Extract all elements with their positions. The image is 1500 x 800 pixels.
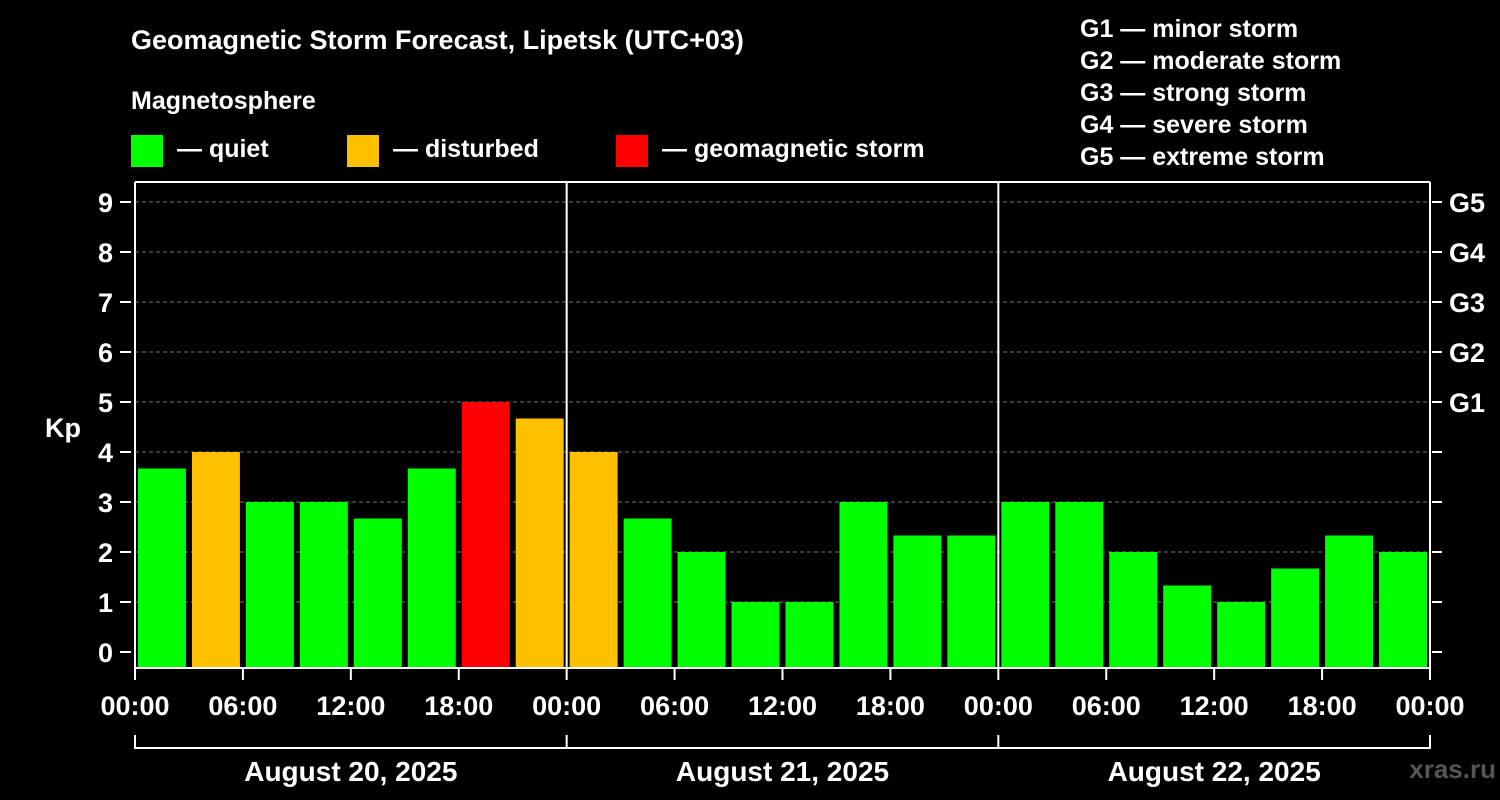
y-tick-label-1: 1 (98, 588, 113, 618)
day-label-1: August 21, 2025 (676, 756, 889, 787)
bar-8 (569, 452, 618, 668)
g-level-label-1: G2 (1449, 338, 1485, 368)
bar-10 (677, 552, 726, 668)
x-tick-label-6: 12:00 (748, 691, 817, 721)
day-label-0: August 20, 2025 (244, 756, 457, 787)
bar-13 (839, 502, 888, 668)
g-level-label-4: G5 (1449, 188, 1485, 218)
x-tick-label-12: 00:00 (1395, 691, 1464, 721)
legend-swatch-disturbed (347, 135, 379, 167)
legend-label-storm: — geomagnetic storm (662, 135, 925, 163)
legend-label-disturbed: — disturbed (393, 135, 539, 163)
y-tick-label-3: 3 (98, 488, 113, 518)
bar-23 (1379, 552, 1427, 668)
bar-22 (1325, 535, 1374, 668)
x-tick-label-0: 00:00 (100, 691, 169, 721)
watermark: xras.ru (1409, 754, 1496, 784)
y-tick-label-7: 7 (98, 288, 113, 318)
x-tick-label-2: 12:00 (316, 691, 385, 721)
x-tick-label-10: 12:00 (1180, 691, 1249, 721)
bar-5 (407, 468, 456, 668)
day-label-2: August 22, 2025 (1108, 756, 1321, 787)
g-scale-axis: G1 G2 G3 G4 G5 (1432, 188, 1485, 653)
x-tick-label-7: 18:00 (856, 691, 925, 721)
scale-g2: G2 — moderate storm (1080, 47, 1341, 75)
grid-lines (135, 201, 1430, 603)
x-tick-label-9: 06:00 (1072, 691, 1141, 721)
x-tick-label-5: 06:00 (640, 691, 709, 721)
legend-label-quiet: — quiet (177, 135, 269, 163)
bar-12 (785, 602, 834, 668)
bar-20 (1217, 602, 1266, 668)
x-tick-label-3: 18:00 (424, 691, 493, 721)
y-tick-label-0: 0 (98, 638, 113, 668)
x-tick-label-11: 18:00 (1288, 691, 1357, 721)
bar-9 (623, 518, 672, 668)
g-level-label-0: G1 (1449, 388, 1485, 418)
bar-17 (1055, 502, 1104, 668)
bar-16 (1001, 502, 1050, 668)
bar-2 (245, 502, 294, 668)
bar-0 (138, 468, 186, 668)
scale-g3: G3 — strong storm (1080, 79, 1306, 107)
y-axis: 0 1 2 3 4 5 6 7 8 9 (98, 188, 131, 668)
scale-g4: G4 — severe storm (1080, 111, 1308, 139)
x-tick-label-8: 00:00 (964, 691, 1033, 721)
storm-scale-legend: G1 — minor storm G2 — moderate storm G3 … (1080, 15, 1341, 171)
bar-1 (191, 452, 240, 668)
legend-title: Magnetosphere (131, 87, 316, 115)
y-tick-label-2: 2 (98, 538, 113, 568)
scale-g1: G1 — minor storm (1080, 15, 1298, 43)
x-axis: 00:00 06:00 12:00 18:00 00:00 06:00 12:00 18:00… (100, 668, 1465, 787)
y-tick-label-4: 4 (98, 438, 113, 468)
color-legend: — quiet — disturbed — geomagnetic storm (131, 135, 925, 167)
bar-18 (1109, 552, 1158, 668)
g-level-label-3: G4 (1449, 238, 1485, 268)
bar-14 (893, 535, 942, 668)
y-axis-label: Kp (45, 413, 81, 443)
x-tick-label-1: 06:00 (208, 691, 277, 721)
g-level-label-2: G3 (1449, 288, 1485, 318)
bar-3 (299, 502, 348, 668)
legend-swatch-quiet (131, 135, 163, 167)
bar-19 (1163, 585, 1212, 668)
bar-7 (515, 418, 564, 668)
bar-15 (947, 535, 996, 668)
bars (138, 402, 1427, 668)
legend-swatch-storm (616, 135, 648, 167)
y-tick-label-8: 8 (98, 238, 113, 268)
y-tick-label-6: 6 (98, 338, 113, 368)
chart-title: Geomagnetic Storm Forecast, Lipetsk (UTC… (131, 25, 744, 55)
y-tick-label-5: 5 (98, 388, 113, 418)
bar-6 (461, 402, 510, 668)
x-tick-label-4: 00:00 (532, 691, 601, 721)
bar-4 (353, 518, 402, 668)
y-tick-label-9: 9 (98, 188, 113, 218)
scale-g5: G5 — extreme storm (1080, 143, 1325, 171)
bar-21 (1271, 568, 1320, 668)
bar-11 (731, 602, 780, 668)
